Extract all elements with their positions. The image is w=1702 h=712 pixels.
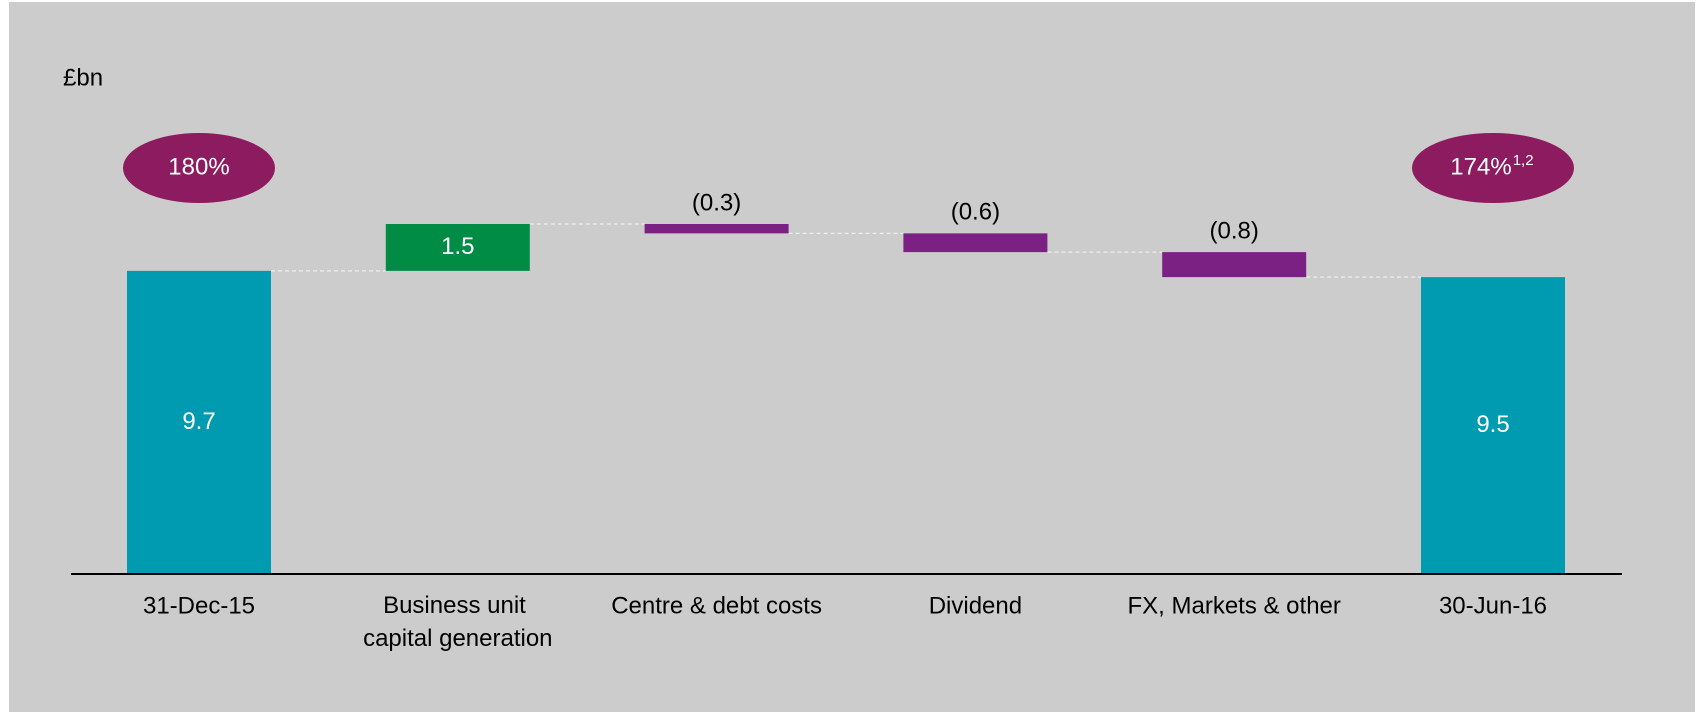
- x-tick-label: Centre & debt costs: [611, 592, 822, 619]
- bar: [644, 224, 789, 234]
- bar: [385, 224, 530, 271]
- badge: [123, 133, 275, 203]
- value-label: (0.6): [951, 199, 1000, 226]
- value-label: (0.3): [692, 189, 741, 216]
- badge-label: 180%: [168, 153, 229, 180]
- badge: [1412, 133, 1574, 203]
- x-tick-label: Business unit capital generation: [363, 592, 552, 652]
- value-label: 9.7: [182, 408, 215, 435]
- value-label: 1.5: [441, 233, 474, 260]
- value-label: (0.8): [1210, 217, 1259, 244]
- chart-background: [9, 2, 1695, 712]
- bar: [1421, 277, 1565, 574]
- bar: [127, 270, 271, 574]
- badge-label: 174%: [1450, 153, 1511, 180]
- x-tick-label: Dividend: [929, 592, 1022, 619]
- value-label: 9.5: [1476, 411, 1509, 438]
- unit-label: £bn: [63, 64, 103, 91]
- badge-superscript: 1,2: [1513, 152, 1534, 169]
- x-tick-line: Business unit: [383, 592, 532, 619]
- bar: [1162, 252, 1307, 278]
- x-tick-label: 30-Jun-16: [1439, 592, 1547, 619]
- x-tick-line: capital generation: [363, 625, 552, 652]
- bar: [903, 233, 1048, 253]
- x-tick-label: 31-Dec-15: [143, 592, 255, 619]
- x-tick-label: FX, Markets & other: [1127, 592, 1340, 619]
